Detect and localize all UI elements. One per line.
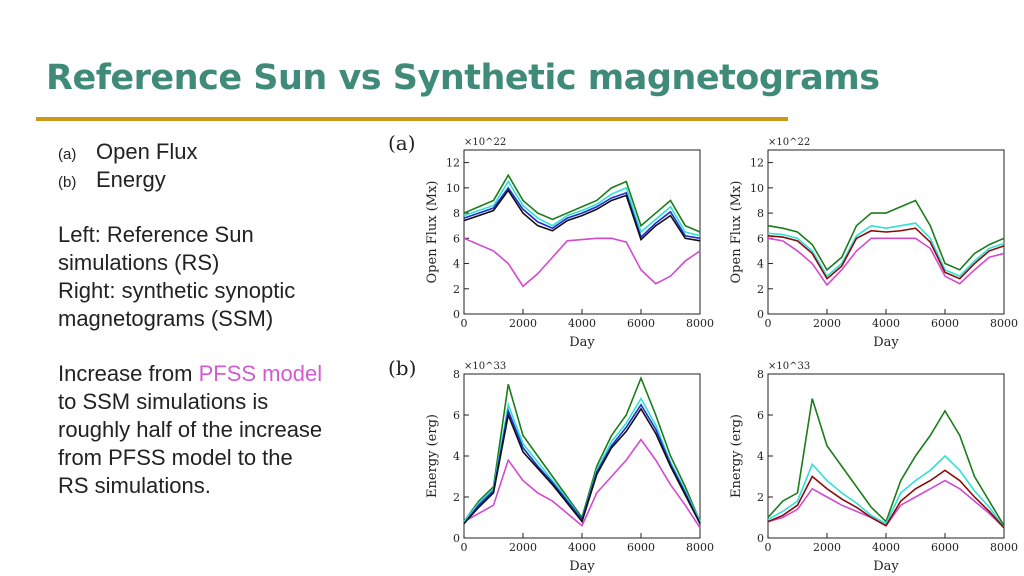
y-tick-label: 10 bbox=[750, 182, 764, 195]
y-tick-label: 12 bbox=[750, 157, 764, 170]
series-line bbox=[767, 469, 1005, 529]
panel-label-b: (b) bbox=[388, 356, 417, 380]
bullet-label: (b) bbox=[58, 174, 77, 191]
chart-open-flux-ssm: 0 2000 4000 6000 8000 0 2 4 6 8 10 12 ×10^22 Day Open … bbox=[729, 137, 1018, 350]
series-line bbox=[767, 398, 1005, 527]
y-tick-label: 10 bbox=[446, 182, 460, 195]
paragraph-line: roughly half of the increase bbox=[58, 417, 323, 442]
x-tick-label: 8000 bbox=[686, 317, 714, 330]
x-tick-label: 4000 bbox=[872, 541, 900, 554]
x-tick-label: 6000 bbox=[627, 317, 655, 330]
series-line bbox=[767, 199, 1005, 272]
x-tick-label: 6000 bbox=[931, 541, 959, 554]
chart-open-flux-rs: 0 2000 4000 6000 8000 0 2 4 6 8 10 12 ×10^22 Day Open … bbox=[425, 137, 714, 350]
paragraph-line: Right: synthetic synoptic bbox=[58, 278, 296, 303]
slide-title: Reference Sun vs Synthetic magnetograms bbox=[46, 58, 880, 98]
x-tick-label: 2000 bbox=[813, 317, 841, 330]
series-line bbox=[463, 188, 701, 242]
y-tick-label: 0 bbox=[757, 308, 764, 321]
x-tick-label: 2000 bbox=[509, 317, 537, 330]
x-tick-label: 4000 bbox=[568, 317, 596, 330]
bullet-energy: (b) Energy bbox=[58, 167, 166, 193]
series-line bbox=[463, 186, 701, 240]
paragraph-line: simulations (RS) bbox=[58, 250, 220, 275]
x-tick-label: 0 bbox=[765, 317, 772, 330]
axis-multiplier: ×10^22 bbox=[768, 137, 810, 148]
y-axis-label: Open Flux (Mx) bbox=[425, 181, 440, 284]
series-line bbox=[463, 180, 701, 237]
x-tick-label: 4000 bbox=[872, 317, 900, 330]
title-underline bbox=[36, 117, 788, 121]
paragraph-line: from PFSS model to the bbox=[58, 445, 293, 470]
pfss-highlight: PFSS model bbox=[198, 361, 323, 386]
series-line bbox=[463, 237, 701, 288]
chart-energy-ssm: 0 2000 4000 6000 8000 0 2 4 6 8 ×10^33 Day Energy (e… bbox=[729, 361, 1018, 574]
y-axis-label: Open Flux (Mx) bbox=[729, 181, 744, 284]
y-axis-label: Energy (erg) bbox=[425, 414, 440, 498]
x-tick-label: 2000 bbox=[813, 541, 841, 554]
paragraph-line: magnetograms (SSM) bbox=[58, 306, 274, 331]
x-axis-label: Day bbox=[569, 335, 595, 350]
series-line bbox=[463, 407, 701, 525]
x-tick-label: 8000 bbox=[990, 541, 1018, 554]
x-axis-label: Day bbox=[873, 335, 899, 350]
plot-frame bbox=[463, 149, 701, 315]
series-line bbox=[767, 222, 1005, 278]
x-axis-label: Day bbox=[873, 559, 899, 574]
bullet-text: Open Flux bbox=[96, 139, 198, 164]
chart-energy-rs: 0 2000 4000 6000 8000 0 2 4 6 8 ×10^33 Day Energy (e… bbox=[425, 361, 714, 574]
y-tick-label: 4 bbox=[757, 258, 764, 271]
x-tick-label: 0 bbox=[461, 541, 468, 554]
y-tick-label: 8 bbox=[453, 368, 460, 381]
y-tick-label: 8 bbox=[453, 207, 460, 220]
bullet-text: Energy bbox=[96, 167, 166, 192]
axis-multiplier: ×10^33 bbox=[464, 361, 506, 372]
y-tick-label: 0 bbox=[757, 532, 764, 545]
paragraph-line: Left: Reference Sun bbox=[58, 222, 254, 247]
x-tick-label: 8000 bbox=[990, 317, 1018, 330]
bullet-label: (a) bbox=[58, 146, 77, 163]
y-tick-label: 0 bbox=[453, 532, 460, 545]
y-tick-label: 4 bbox=[757, 450, 764, 463]
y-tick-label: 6 bbox=[757, 409, 764, 422]
x-tick-label: 0 bbox=[765, 541, 772, 554]
y-axis-label: Energy (erg) bbox=[729, 414, 744, 498]
x-tick-label: 2000 bbox=[509, 541, 537, 554]
y-tick-label: 2 bbox=[453, 283, 460, 296]
y-tick-label: 12 bbox=[446, 157, 460, 170]
panel-label-a: (a) bbox=[388, 131, 416, 155]
conclusion-paragraph: Increase from PFSS model to SSM simulati… bbox=[58, 360, 322, 500]
y-tick-label: 2 bbox=[757, 491, 764, 504]
description-paragraph: Left: Reference Sun simulations (RS) Rig… bbox=[58, 221, 295, 333]
paragraph-line: Increase from PFSS model bbox=[58, 360, 322, 388]
y-tick-label: 4 bbox=[453, 258, 460, 271]
y-tick-label: 4 bbox=[453, 450, 460, 463]
series-line bbox=[463, 438, 701, 529]
paragraph-line: to SSM simulations is bbox=[58, 389, 269, 414]
x-tick-label: 0 bbox=[461, 317, 468, 330]
y-tick-label: 6 bbox=[757, 232, 764, 245]
x-axis-label: Day bbox=[569, 559, 595, 574]
y-tick-label: 0 bbox=[453, 308, 460, 321]
y-tick-label: 2 bbox=[453, 491, 460, 504]
y-tick-label: 6 bbox=[453, 409, 460, 422]
y-tick-label: 6 bbox=[453, 232, 460, 245]
bullet-open-flux: (a) Open Flux bbox=[58, 139, 198, 165]
y-tick-label: 2 bbox=[757, 283, 764, 296]
series-line bbox=[767, 454, 1005, 529]
x-tick-label: 6000 bbox=[931, 317, 959, 330]
y-tick-label: 8 bbox=[757, 368, 764, 381]
series-line bbox=[767, 227, 1005, 280]
x-tick-label: 8000 bbox=[686, 541, 714, 554]
series-line bbox=[767, 237, 1005, 287]
paragraph-prefix: Increase from bbox=[58, 361, 199, 386]
y-tick-label: 8 bbox=[757, 207, 764, 220]
x-tick-label: 4000 bbox=[568, 541, 596, 554]
axis-multiplier: ×10^33 bbox=[768, 361, 810, 372]
series-line bbox=[463, 173, 701, 233]
paragraph-line: RS simulations. bbox=[58, 473, 211, 498]
x-tick-label: 6000 bbox=[627, 541, 655, 554]
axis-multiplier: ×10^22 bbox=[464, 137, 506, 148]
